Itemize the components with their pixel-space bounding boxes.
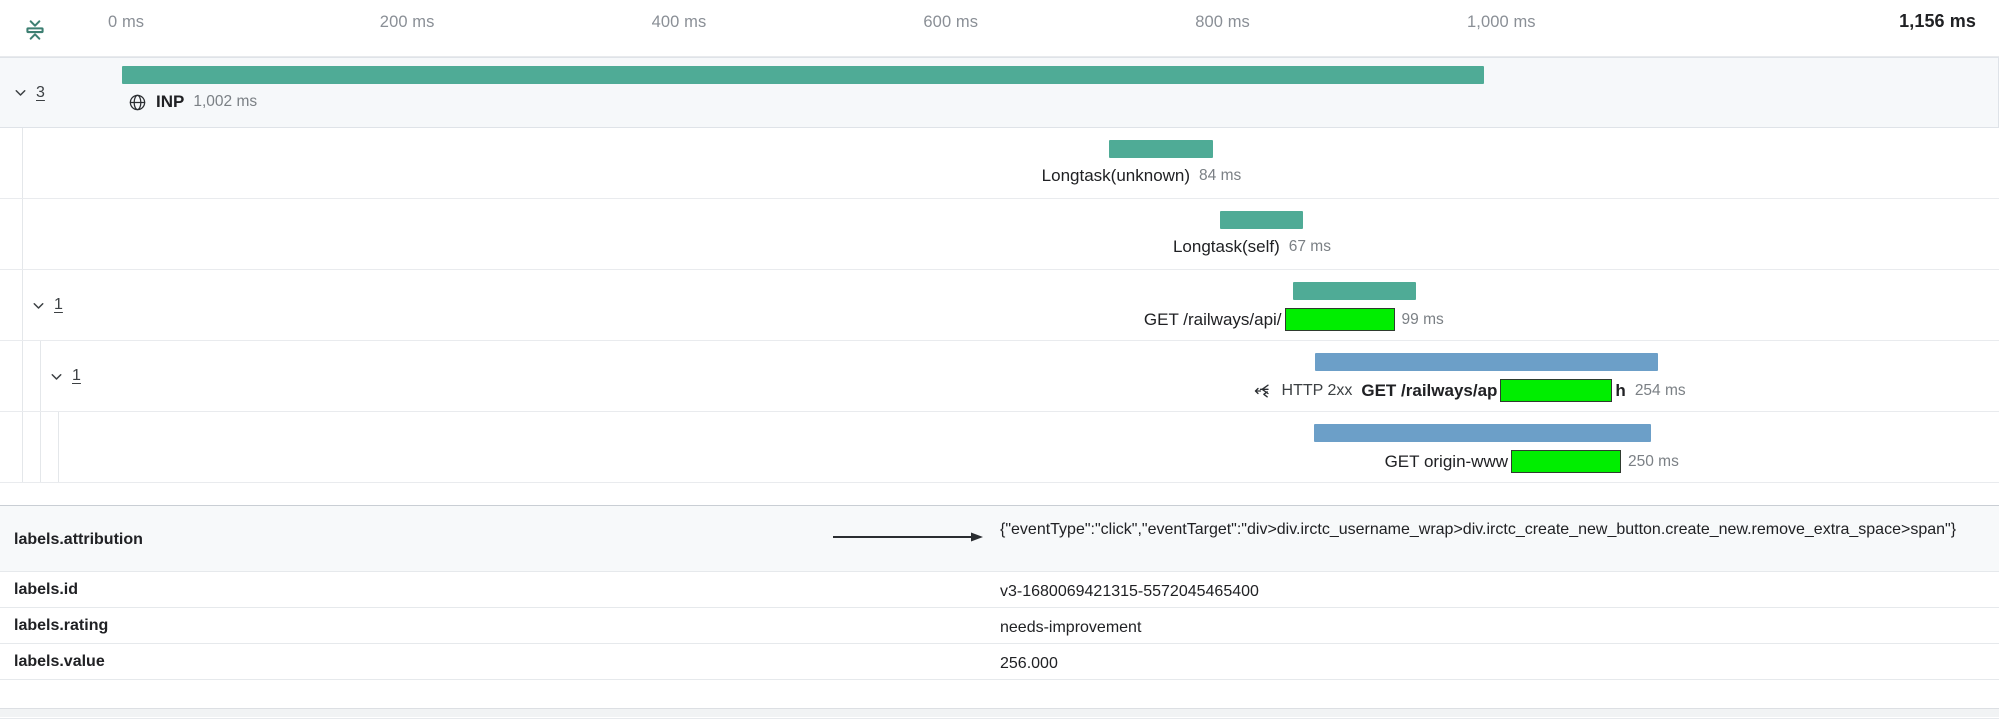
chevron-down-icon[interactable]: [30, 297, 47, 314]
attribute-row: labels.rating needs-improvement: [0, 608, 1999, 644]
span-label: GET origin-www 250 ms: [1385, 450, 1679, 473]
span-duration-bar[interactable]: [1220, 211, 1303, 229]
waterfall-rows: 3 INP 1,002 ms Longtask(unknown) 84 ms Longta…: [0, 57, 1999, 497]
span-label: HTTP 2xx GET /railways/ap h 254 ms: [1253, 379, 1686, 402]
span-label: GET /railways/api/99 ms: [1144, 308, 1444, 331]
waterfall-row[interactable]: Longtask(self) 67 ms: [0, 199, 1999, 270]
chevron-down-icon[interactable]: [48, 368, 65, 385]
row-expand-toggle[interactable]: 1: [30, 296, 63, 314]
timeline-tick-3: 600 ms: [923, 13, 979, 31]
waterfall-row[interactable]: 1 GET /railways/api/99 ms: [0, 270, 1999, 341]
timeline-tick-2: 400 ms: [651, 13, 707, 31]
tree-guide-line: [58, 412, 59, 482]
span-label: Longtask(unknown) 84 ms: [1042, 166, 1242, 186]
child-count: 1: [54, 296, 63, 313]
attribute-key: labels.value: [14, 653, 105, 670]
tree-guide-line: [22, 412, 23, 482]
waterfall-row[interactable]: 3 INP 1,002 ms: [0, 57, 1999, 128]
timeline-total-duration: 1,156 ms: [1899, 11, 1976, 31]
attribute-value: v3-1680069421315-5572045465400: [1000, 583, 1259, 600]
span-duration-bar[interactable]: [1315, 353, 1658, 371]
attribute-key: labels.attribution: [14, 531, 143, 548]
span-label: Longtask(self) 67 ms: [1173, 237, 1331, 257]
row-expand-toggle[interactable]: 1: [48, 367, 81, 385]
span-name-suffix: h: [1615, 380, 1626, 400]
attribute-value: 256.000: [1000, 655, 1058, 672]
timeline-tick-0: 0 ms: [108, 13, 145, 31]
tree-guide-line: [22, 341, 23, 411]
tree-guide-line: [22, 270, 23, 340]
span-duration-bar[interactable]: [1108, 140, 1214, 158]
span-duration-bar[interactable]: [1313, 424, 1651, 442]
span-duration: 67 ms: [1288, 238, 1331, 255]
span-attributes-table: labels.attribution {"eventType":"click","…: [0, 505, 1999, 719]
http-arrows-icon: [1253, 381, 1273, 401]
redaction-block: [1500, 379, 1613, 402]
redaction-block: [1284, 308, 1395, 331]
collapse-fit-icon[interactable]: [18, 14, 52, 46]
attribute-row: labels.value 256.000: [0, 644, 1999, 680]
attribute-key: labels.id: [14, 581, 79, 598]
attribute-key: labels.rating: [14, 617, 109, 634]
row-expand-toggle[interactable]: 3: [12, 84, 45, 102]
tree-guide-line: [40, 341, 41, 411]
span-name: INP: [156, 92, 185, 111]
redaction-block: [1511, 450, 1622, 473]
timeline-tick-1: 200 ms: [379, 13, 435, 31]
attribute-value: needs-improvement: [1000, 619, 1142, 636]
value-pointer-arrow-icon: [833, 530, 983, 542]
attribute-value: {"eventType":"click","eventTarget":"div>…: [1000, 521, 1957, 538]
attribute-row: labels.id v3-1680069421315-5572045465400: [0, 572, 1999, 608]
span-duration: 254 ms: [1634, 381, 1686, 399]
span-duration-bar[interactable]: [1293, 282, 1416, 300]
span-duration-bar[interactable]: [122, 66, 1484, 84]
waterfall-row[interactable]: 1 HTTP 2xx GET /railways/ap h 254 ms: [0, 341, 1999, 412]
attribute-row: labels.attribution {"eventType":"click","…: [0, 506, 1999, 572]
span-duration: 250 ms: [1628, 452, 1679, 470]
tree-guide-line: [22, 199, 23, 269]
child-count: 3: [36, 83, 45, 101]
tree-guide-line: [40, 412, 41, 482]
waterfall-row[interactable]: Longtask(unknown) 84 ms: [0, 128, 1999, 199]
timeline-tick-4: 800 ms: [1195, 13, 1250, 31]
globe-icon: [128, 93, 147, 112]
span-duration: 99 ms: [1401, 310, 1444, 328]
tree-guide-line: [22, 128, 23, 198]
span-duration: 1,002 ms: [193, 93, 258, 110]
chevron-down-icon[interactable]: [12, 84, 29, 101]
span-name: Longtask(self): [1172, 237, 1280, 256]
span-name: GET /railways/api/: [1143, 309, 1282, 329]
bottom-scroll-strip[interactable]: [0, 708, 1999, 717]
child-count: 1: [72, 367, 81, 384]
span-duration: 84 ms: [1199, 167, 1242, 184]
span-name: GET origin-www: [1384, 451, 1509, 471]
span-label: INP 1,002 ms: [128, 92, 257, 112]
timeline-header: 0 ms 200 ms 400 ms 600 ms 800 ms 1,000 ms 1,1…: [0, 0, 1999, 57]
timeline-tick-5: 1,000 ms: [1466, 13, 1536, 31]
http-status-label: HTTP 2xx: [1281, 381, 1353, 399]
span-name: Longtask(unknown): [1041, 166, 1191, 185]
waterfall-row[interactable]: GET origin-www 250 ms: [0, 412, 1999, 483]
span-name: GET /railways/ap: [1361, 380, 1498, 400]
